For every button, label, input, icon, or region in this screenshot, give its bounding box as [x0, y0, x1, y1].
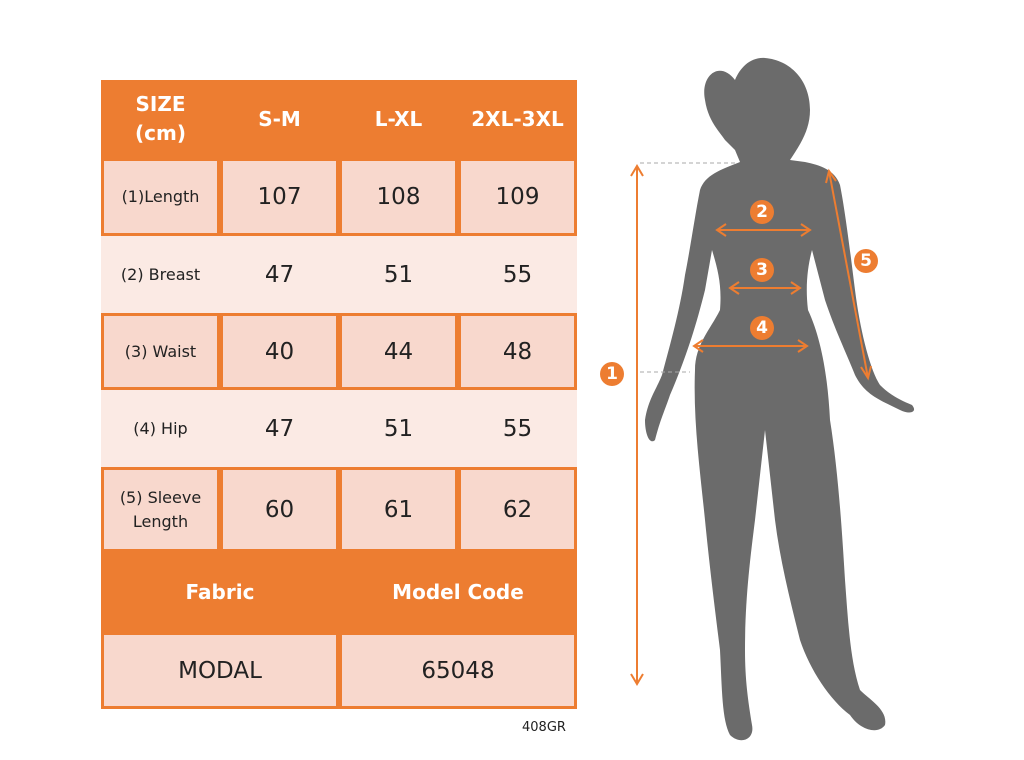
- column-header-text: S-M: [258, 106, 301, 131]
- table-cell-text: 109: [495, 184, 540, 210]
- table-cell: 48: [461, 316, 574, 387]
- column-header: S-M: [220, 80, 339, 158]
- measurement-marker-2: 2: [750, 200, 774, 224]
- table-cell: 51: [339, 390, 458, 467]
- table-cell-text: 61: [383, 496, 414, 523]
- row-label-text: (4) Hip: [133, 418, 188, 438]
- column-header-text: 2XL-3XL: [471, 106, 564, 131]
- row-label: (4) Hip: [101, 390, 220, 467]
- table-cell: 61: [342, 470, 455, 549]
- model-code-header: Model Code: [339, 552, 577, 632]
- column-header: SIZE (cm): [101, 80, 220, 158]
- table-cell: 107: [223, 161, 336, 233]
- row-label: (2) Breast: [101, 236, 220, 313]
- row-label: (3) Waist: [104, 316, 217, 387]
- sleeve-arrow: [828, 170, 869, 379]
- measurement-marker-3: 3: [750, 258, 774, 282]
- table-cell: 60: [223, 470, 336, 549]
- table-cell: 47: [220, 236, 339, 313]
- row-label-text: (5) Sleeve Length: [119, 487, 202, 531]
- table-cell: 55: [458, 390, 577, 467]
- measurement-marker-4: 4: [750, 316, 774, 340]
- row-label: (1)Length: [104, 161, 217, 233]
- fabric-header-text: Fabric: [185, 579, 255, 604]
- table-cell: 47: [220, 390, 339, 467]
- woman-silhouette: [645, 57, 915, 741]
- column-header: L-XL: [339, 80, 458, 158]
- measurement-marker-1: 1: [600, 362, 624, 386]
- table-cell-text: 44: [383, 338, 414, 365]
- row-label-text: (1)Length: [121, 187, 200, 206]
- table-cell-text: 40: [264, 338, 295, 365]
- row-label-text: (3) Waist: [124, 341, 197, 361]
- table-cell-text: 55: [502, 415, 533, 442]
- table-cell-text: 51: [383, 261, 414, 288]
- fabric-value-text: MODAL: [178, 657, 262, 684]
- size-table: SIZE (cm) S-M L-XL 2XL-3XL (1)Length 107 108 10…: [101, 80, 577, 709]
- table-cell-text: 51: [383, 415, 414, 442]
- table-cell: 62: [461, 470, 574, 549]
- fabric-header: Fabric: [101, 552, 339, 632]
- table-cell-text: 62: [502, 496, 533, 523]
- table-cell-text: 108: [376, 184, 421, 210]
- table-cell: 51: [339, 236, 458, 313]
- table-cell-text: 47: [264, 415, 295, 442]
- table-cell: 44: [342, 316, 455, 387]
- table-cell-text: 48: [502, 338, 533, 365]
- table-cell-text: 60: [264, 496, 295, 523]
- table-cell-text: 47: [264, 261, 295, 288]
- product-code: 408GR: [522, 720, 566, 735]
- table-cell-text: 55: [502, 261, 533, 288]
- row-label: (5) Sleeve Length: [104, 470, 217, 549]
- measurement-marker-5: 5: [854, 249, 878, 273]
- model-code-header-text: Model Code: [392, 579, 524, 604]
- column-header-text: SIZE (cm): [135, 92, 186, 145]
- table-cell: 109: [461, 161, 574, 233]
- fabric-value: MODAL: [104, 635, 336, 706]
- column-header-text: L-XL: [374, 106, 423, 131]
- table-cell: 108: [342, 161, 455, 233]
- column-header: 2XL-3XL: [458, 80, 577, 158]
- model-code-value-text: 65048: [421, 657, 495, 684]
- model-code-value: 65048: [342, 635, 574, 706]
- table-cell: 40: [223, 316, 336, 387]
- table-cell: 55: [458, 236, 577, 313]
- table-cell-text: 107: [257, 184, 302, 210]
- row-label-text: (2) Breast: [120, 264, 201, 284]
